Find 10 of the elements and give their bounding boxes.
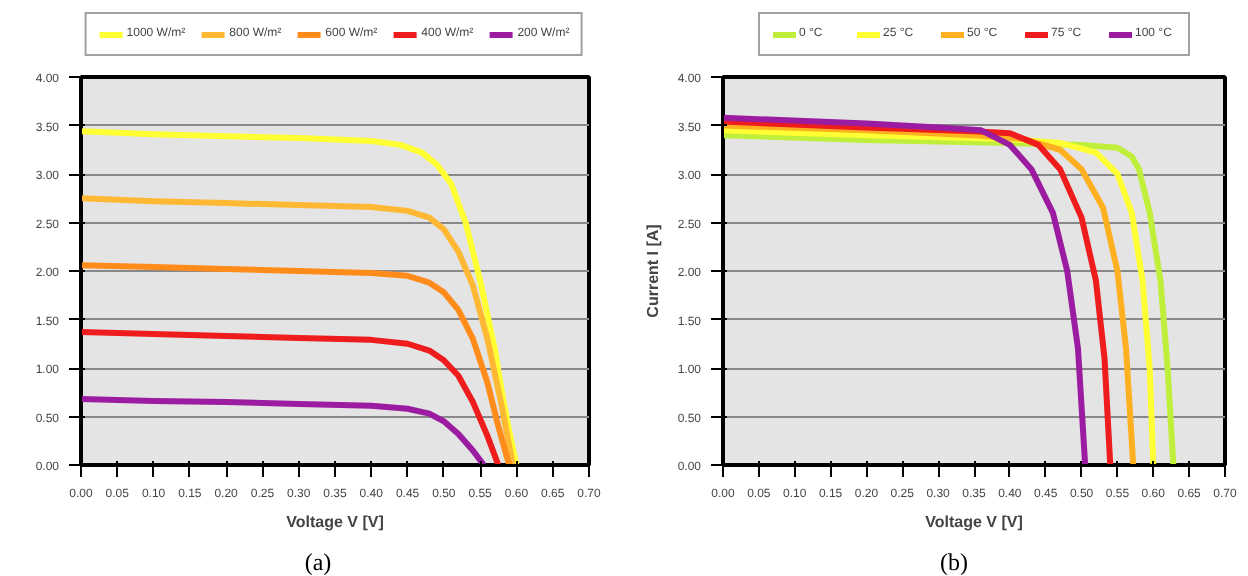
text: (a) [304, 546, 332, 576]
x-axis-title: Voltage V [V] [286, 513, 385, 531]
line-series [81, 262, 513, 465]
line-series [81, 195, 516, 465]
x-axis-title: Voltage V [V] [925, 513, 1024, 531]
line-series [81, 128, 520, 465]
y-axis-title: Current I [A] [643, 223, 662, 318]
text: (b) [940, 546, 968, 576]
line-series [81, 329, 502, 465]
line-series [81, 396, 487, 465]
